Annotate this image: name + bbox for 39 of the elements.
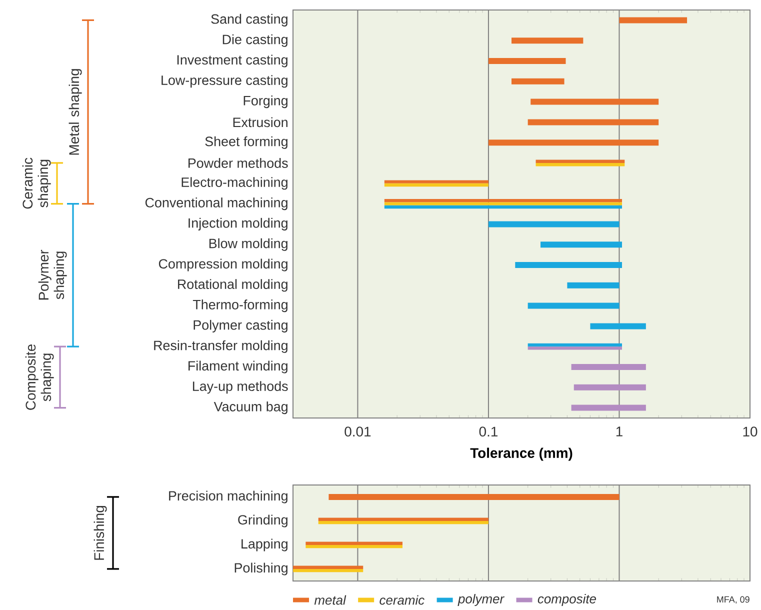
text: Metal shaping	[68, 69, 82, 155]
y-tick-label: Forging	[244, 96, 288, 108]
y-tick-label: Thermo-forming	[192, 300, 288, 312]
y-tick-label: Lapping	[242, 538, 288, 552]
y-tick-label: Sand casting	[211, 14, 288, 26]
y-tick-label: Investment casting	[177, 54, 288, 68]
y-tick-label: Resin-transfer molding	[154, 340, 288, 353]
legend-label: composite	[538, 594, 596, 606]
x-tick-label: 10	[743, 426, 758, 437]
text: Finishing	[94, 506, 107, 560]
y-tick-label: Rotational molding	[178, 279, 288, 292]
y-tick-label: Polishing	[234, 562, 288, 576]
text: MFA, 09	[717, 596, 750, 604]
y-tick-label: Sheet forming	[205, 136, 288, 149]
text: Ceramic shaping	[22, 158, 51, 209]
y-tick-label: Precision machining	[169, 490, 288, 504]
y-tick-label: Die casting	[222, 34, 288, 47]
y-tick-label: Lay-up methods	[192, 381, 288, 394]
y-tick-label: Powder methods	[188, 158, 288, 168]
y-tick-label: Electro-machining	[182, 177, 288, 190]
y-tick-label: Extrusion	[233, 117, 288, 128]
y-tick-label: Injection molding	[188, 218, 288, 230]
y-tick-label: Vacuum bag	[214, 402, 288, 414]
text: Polymer shaping	[38, 250, 67, 300]
x-tick-label: 0.01	[344, 426, 371, 437]
text: Composite shaping	[25, 344, 54, 410]
x-axis-title: Tolerance (mm)	[470, 448, 572, 461]
legend-label: polymer	[458, 594, 504, 606]
legend-label: ceramic	[380, 595, 424, 605]
y-tick-label: Compression molding	[158, 258, 288, 272]
legend-label: metal	[314, 595, 346, 605]
y-tick-label: Polymer casting	[194, 320, 288, 332]
x-tick-label: 1	[616, 426, 622, 436]
y-tick-label: Low-pressure casting	[162, 75, 288, 88]
x-tick-label: 0.1	[479, 426, 498, 437]
y-tick-label: Filament winding	[188, 360, 288, 374]
y-tick-label: Grinding	[238, 514, 288, 528]
y-tick-label: Blow molding	[209, 238, 288, 251]
y-tick-label: Conventional machining	[145, 198, 288, 210]
